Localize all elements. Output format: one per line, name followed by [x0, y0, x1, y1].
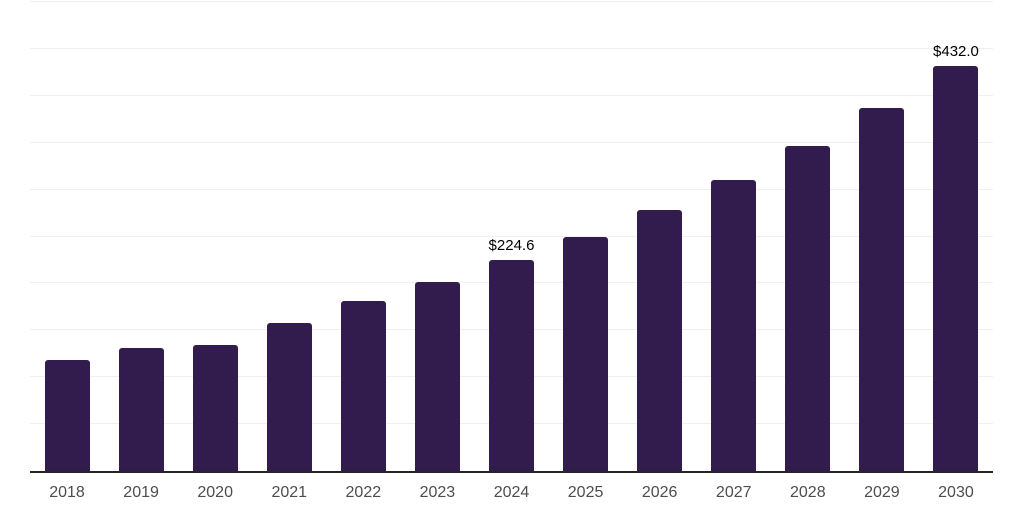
x-tick-2020: 2020 — [197, 484, 233, 501]
x-tick-2023: 2023 — [419, 484, 456, 501]
bar-2029[interactable] — [859, 108, 905, 471]
gridline-400 — [30, 94, 993, 96]
x-tick-2030: 2030 — [938, 484, 974, 501]
bar-2030[interactable] — [933, 65, 979, 471]
x-tick-2029: 2029 — [864, 484, 900, 501]
bar-2018[interactable] — [44, 359, 90, 471]
x-tick-2022: 2022 — [345, 484, 382, 501]
x-tick-2018: 2018 — [49, 484, 85, 501]
data-label-2030: $432.0 — [933, 42, 979, 60]
bar-2020[interactable] — [192, 345, 238, 471]
bar-2024[interactable] — [489, 260, 534, 471]
gridline-500 — [30, 1, 993, 2]
x-tick-2019: 2019 — [123, 484, 159, 501]
x-tick-2024: 2024 — [493, 484, 530, 501]
bar-2028[interactable] — [785, 146, 831, 471]
gridline-250 — [30, 235, 993, 237]
x-tick-2025: 2025 — [567, 484, 604, 501]
gridline-450 — [30, 47, 993, 49]
data-label-2024: $224.6 — [488, 237, 535, 255]
bar-2019[interactable] — [118, 347, 164, 471]
gridline-300 — [30, 188, 993, 190]
bar-2027[interactable] — [711, 179, 757, 471]
plot-area — [30, 1, 993, 473]
bar-2021[interactable] — [266, 323, 312, 471]
x-axis-line — [30, 471, 993, 473]
x-tick-2028: 2028 — [790, 484, 826, 501]
x-tick-2021: 2021 — [271, 484, 308, 501]
x-tick-2026: 2026 — [641, 484, 678, 501]
bar-2023[interactable] — [414, 281, 460, 471]
gridline-350 — [30, 141, 993, 143]
bar-2025[interactable] — [563, 236, 609, 471]
x-tick-2027: 2027 — [715, 484, 752, 501]
bar-2022[interactable] — [340, 300, 386, 471]
bar-2026[interactable] — [637, 210, 683, 471]
